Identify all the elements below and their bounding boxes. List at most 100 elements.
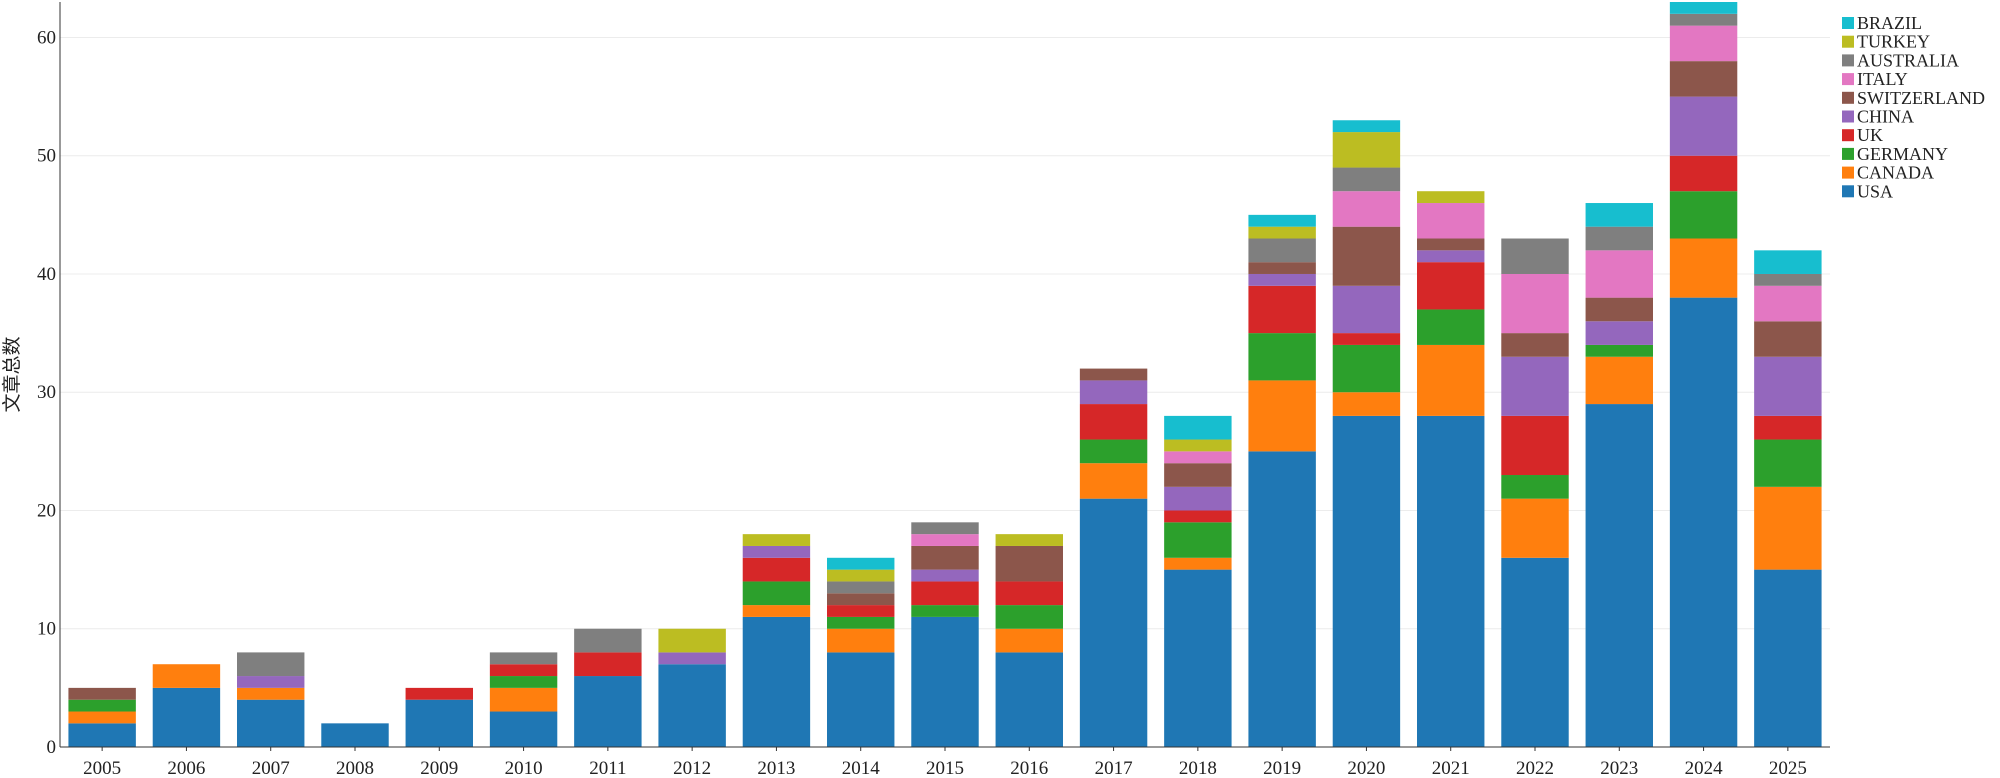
bar-segment-2007-china (237, 676, 305, 688)
bar-segment-2025-australia (1754, 273, 1822, 286)
bar-segment-2013-turkey (742, 534, 811, 546)
bar-segment-2013-usa (742, 616, 811, 747)
bar-segment-2016-usa (995, 652, 1063, 747)
legend-label-turkey: TURKEY (1857, 32, 1930, 52)
bar-segment-2013-canada (742, 605, 811, 617)
bar-segment-2022-germany (1501, 475, 1569, 499)
bar-segment-2010-usa (489, 711, 558, 747)
bar-segment-2012-turkey (658, 628, 726, 653)
bar-segment-2017-switzerland (1079, 368, 1148, 381)
bar-segment-2024-usa (1669, 297, 1738, 747)
bar-segment-2008-usa (321, 723, 389, 747)
bar-segment-2010-canada (489, 687, 558, 712)
legend-swatch-germany (1842, 147, 1854, 160)
bar-segment-2024-switzerland (1669, 61, 1738, 97)
bar-segment-2005-germany (68, 699, 136, 712)
bar-segment-2023-usa (1585, 404, 1653, 747)
legend-label-australia: AUSTRALIA (1857, 50, 1959, 70)
legend-label-usa: USA (1857, 181, 1893, 201)
bar-segment-2020-italy (1332, 191, 1401, 227)
bar-segment-2024-germany (1669, 191, 1738, 239)
legend: BRAZILTURKEYAUSTRALIAITALYSWITZERLANDCHI… (1842, 13, 1985, 201)
bar-segment-2015-china (911, 569, 979, 582)
bar-segment-2015-australia (911, 522, 979, 535)
bar-segment-2020-china (1332, 285, 1401, 334)
bar-segment-2010-australia (489, 652, 558, 665)
bar-segment-2025-usa (1754, 569, 1822, 747)
bar-segment-2021-italy (1417, 203, 1485, 239)
bar-segment-2025-canada (1754, 486, 1822, 570)
bar-segment-2022-china (1501, 356, 1569, 416)
bar-segment-2010-germany (489, 676, 558, 688)
bar-segment-2018-germany (1164, 522, 1232, 558)
bar-segment-2005-canada (68, 711, 136, 724)
bar-segment-2013-china (742, 545, 811, 558)
bar-segment-2016-switzerland (995, 545, 1063, 582)
bar-segment-2007-australia (237, 652, 305, 677)
bar-segment-2021-turkey (1417, 191, 1485, 204)
bar-segment-2007-canada (237, 687, 305, 700)
bar-segment-2019-brazil (1248, 214, 1316, 227)
bar-segment-2006-usa (152, 687, 221, 747)
bar-segment-2022-switzerland (1501, 333, 1569, 357)
bar-segment-2014-usa (827, 652, 895, 747)
bar-segment-2011-australia (574, 628, 642, 653)
bar-segment-2021-china (1417, 250, 1485, 263)
bar-segment-2021-canada (1417, 344, 1485, 416)
bar-segment-2011-uk (574, 652, 642, 677)
bar-segment-2025-switzerland (1754, 321, 1822, 357)
x-tick-label-2024: 2024 (1685, 758, 1724, 778)
bar-segment-2019-china (1248, 273, 1316, 286)
bar-segment-2013-uk (742, 557, 811, 582)
bars (68, 2, 1822, 747)
bar-segment-2013-germany (742, 581, 811, 606)
bar-segment-2014-turkey (827, 569, 895, 582)
bar-segment-2019-uk (1248, 285, 1316, 334)
bar-segment-2017-usa (1079, 498, 1148, 747)
bar-segment-2022-uk (1501, 415, 1569, 476)
bar-segment-2018-turkey (1164, 439, 1232, 452)
bar-segment-2014-australia (827, 581, 895, 594)
bar-segment-2015-italy (911, 534, 979, 546)
bar-segment-2015-germany (911, 605, 979, 617)
bar-segment-2020-germany (1332, 344, 1401, 393)
x-tick-label-2006: 2006 (167, 758, 205, 778)
bar-segment-2019-canada (1248, 380, 1316, 452)
bar-segment-2024-canada (1669, 238, 1738, 298)
bar-segment-2019-germany (1248, 333, 1316, 381)
x-tick-label-2010: 2010 (505, 758, 543, 778)
bar-segment-2018-canada (1164, 557, 1232, 570)
bar-segment-2014-brazil (827, 557, 895, 570)
legend-swatch-switzerland (1842, 91, 1854, 104)
bar-segment-2020-canada (1332, 392, 1401, 416)
legend-label-italy: ITALY (1857, 69, 1908, 89)
bar-segment-2019-australia (1248, 238, 1316, 263)
y-tick-label-10: 10 (37, 619, 56, 640)
bar-segment-2017-uk (1079, 404, 1148, 440)
bar-segment-2015-switzerland (911, 545, 979, 570)
bar-segment-2020-uk (1332, 333, 1401, 345)
bar-segment-2018-brazil (1164, 415, 1232, 440)
y-tick-label-50: 50 (37, 146, 56, 167)
bar-segment-2020-australia (1332, 167, 1401, 192)
bar-segment-2022-usa (1501, 557, 1569, 747)
bar-segment-2024-china (1669, 96, 1738, 156)
bar-segment-2006-canada (152, 664, 221, 688)
y-tick-labels: 0 10 20 30 40 50 60 (37, 27, 56, 758)
legend-swatch-turkey (1842, 35, 1854, 48)
x-tick-label-2009: 2009 (420, 758, 458, 778)
bar-segment-2019-switzerland (1248, 262, 1316, 274)
y-tick-label-60: 60 (37, 27, 56, 48)
x-tick-label-2020: 2020 (1347, 758, 1385, 778)
bar-segment-2018-italy (1164, 451, 1232, 464)
bar-segment-2021-germany (1417, 309, 1485, 345)
bar-segment-2025-uk (1754, 415, 1822, 440)
legend-label-germany: GERMANY (1857, 144, 1948, 164)
bar-segment-2017-germany (1079, 439, 1148, 464)
bar-segment-2021-switzerland (1417, 238, 1485, 251)
bar-segment-2015-uk (911, 581, 979, 606)
x-tick-label-2017: 2017 (1095, 758, 1133, 778)
legend-swatch-brazil (1842, 17, 1854, 29)
legend-swatch-uk (1842, 129, 1854, 142)
bar-segment-2009-uk (405, 687, 473, 700)
